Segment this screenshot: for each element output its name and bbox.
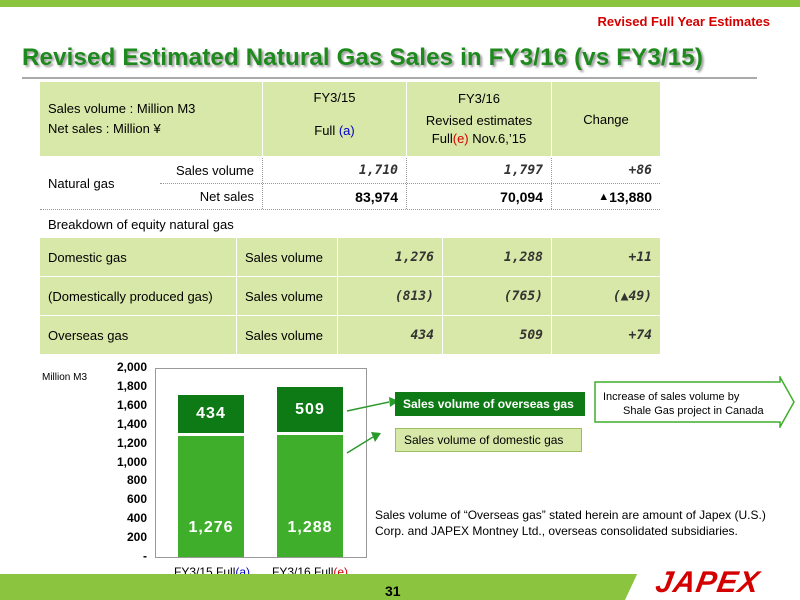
y-tick-label: 1,000: [116, 454, 147, 469]
row-1-fy16: (765): [443, 277, 551, 315]
y-tick-label: 200: [126, 530, 147, 545]
japex-logo: JAPEX: [653, 566, 763, 599]
legend-arrows: [346, 397, 399, 454]
domestic-arrow-line: [346, 436, 374, 454]
callout-text: Increase of sales volume by Shale Gas pr…: [603, 390, 764, 418]
ng-volume-fy15: 1,710: [358, 163, 398, 178]
bottom-bar-shape: [0, 574, 800, 600]
footnote: Sales volume of “Overseas gas” stated he…: [375, 507, 766, 539]
row-0-fy16: 1,288: [443, 238, 551, 276]
page-title: Revised Estimated Natural Gas Sales in F…: [22, 44, 704, 71]
ng-col-divider-2: [406, 158, 407, 209]
y-tick-label: 600: [126, 492, 147, 507]
row-0-name: Domestic gas: [40, 238, 236, 276]
y-tick-label: 1,200: [116, 435, 147, 450]
y-tick-label: 400: [126, 511, 147, 526]
y-tick-label: 1,400: [116, 416, 147, 431]
change-head-label: Change: [583, 111, 629, 127]
row-1-name: (Domestically produced gas): [40, 277, 236, 315]
legend-overseas-label: Sales volume of overseas gas: [403, 397, 574, 411]
ng-sales-fy15: 83,974: [355, 188, 398, 205]
ng-sales-fy16: 70,094: [500, 188, 543, 205]
row-2-fy15: 434: [338, 316, 442, 354]
ng-volume-label: Sales volume: [175, 163, 254, 178]
change-header: Change: [552, 82, 660, 156]
footnote-line-2: Corp. and JAPEX Montney Ltd., overseas c…: [375, 524, 738, 538]
ng-bottom-divider: [40, 209, 660, 210]
bar-value-label: 1,288: [287, 518, 333, 536]
callout-line-1: Increase of sales volume by: [603, 391, 740, 403]
fy16-head-label: FY3/16: [458, 91, 500, 106]
decrease-triangle-icon: ▲: [598, 190, 610, 203]
fy16-sub-suffix: Nov.6,’15: [468, 131, 527, 146]
ng-sales-change-value: 13,880: [609, 188, 652, 205]
fy16-sub-line1: Revised estimates: [425, 113, 533, 128]
overseas-arrow-head: [389, 397, 399, 407]
fy15-sub-prefix: Full: [314, 123, 339, 138]
domestic-arrow-head: [371, 432, 381, 442]
callout-line-2: Shale Gas project in Canada: [623, 405, 764, 417]
bar-overseas-0: 434: [178, 395, 244, 434]
top-accent-bar: [0, 0, 800, 7]
footnote-line-1: Sales volume of “Overseas gas” stated he…: [375, 508, 766, 522]
row-1-change: (▲49): [552, 277, 660, 315]
bar-domestic-0: 1,276: [178, 436, 244, 557]
row-2-change: +74: [552, 316, 660, 354]
fy16-sub-line2: Full(e) Nov.6,’15: [432, 130, 526, 148]
ng-col-divider-1: [262, 158, 263, 209]
natural-gas-label: Natural gas: [48, 175, 115, 191]
fy15-sub-code: (a): [338, 123, 355, 138]
y-tick-label: 2,000: [116, 360, 147, 374]
legend-domestic-label: Sales volume of domestic gas: [404, 433, 564, 447]
ng-volume-fy16: 1,797: [503, 163, 543, 178]
fy15-head-label: FY3/15: [313, 90, 356, 105]
y-tick-label: 800: [126, 473, 147, 488]
title-underline: [22, 77, 757, 79]
y-tick-label: -: [143, 549, 147, 563]
ng-row-divider: [160, 183, 660, 184]
fy16-header: FY3/16 Revised estimates Full(e) Nov.6,’…: [407, 82, 551, 156]
unit-line-1: Sales volume : Million M3: [48, 101, 196, 116]
row-2-name: Overseas gas: [40, 316, 236, 354]
bar-overseas-1: 509: [277, 387, 343, 433]
fy15-header: FY3/15 Full (a): [263, 82, 406, 156]
y-tick-label: 1,600: [116, 397, 147, 412]
plot-area: [155, 368, 367, 558]
row-0-fy15: 1,276: [338, 238, 442, 276]
overseas-arrow-line: [346, 401, 390, 412]
y-tick-label: 1,800: [116, 378, 147, 393]
row-2-fy16: 509: [443, 316, 551, 354]
ng-col-divider-3: [551, 158, 552, 209]
row-2-metric: Sales volume: [237, 316, 337, 354]
row-0-metric: Sales volume: [237, 238, 337, 276]
bottom-bar-white-slant: [625, 568, 800, 600]
section-subtitle: Revised Full Year Estimates: [597, 14, 770, 29]
ng-sales-label: Net sales: [199, 189, 254, 204]
page-number: 31: [385, 583, 401, 599]
unit-line-2: Net sales : Million ¥: [48, 121, 161, 136]
callout-arrow-shape: [594, 376, 795, 428]
bar-value-label: 434: [196, 405, 226, 423]
fy16-sub-prefix: Full: [431, 131, 453, 146]
bar-domestic-1: 1,288: [277, 435, 343, 557]
legend-overseas: Sales volume of overseas gas: [395, 392, 585, 416]
ng-volume-change: +86: [628, 163, 652, 178]
callout-arrow-outline: [594, 376, 795, 428]
fy15-sub-label: Full (a): [314, 123, 354, 138]
row-1-fy15: (813): [338, 277, 442, 315]
row-0-change: +11: [552, 238, 660, 276]
bottom-accent-bar: [0, 568, 800, 600]
fy16-sub-code: (e): [452, 131, 469, 146]
chart-unit-label: Million M3: [42, 372, 88, 383]
row-1-metric: Sales volume: [237, 277, 337, 315]
bar-value-label: 509: [295, 400, 325, 418]
legend-domestic: Sales volume of domestic gas: [395, 428, 582, 452]
ng-sales-change: ▲ 13,880: [552, 184, 660, 209]
bar-value-label: 1,276: [188, 518, 234, 536]
unit-cell: Sales volume : Million M3 Net sales : Mi…: [40, 82, 262, 156]
breakdown-label: Breakdown of equity natural gas: [48, 216, 234, 232]
